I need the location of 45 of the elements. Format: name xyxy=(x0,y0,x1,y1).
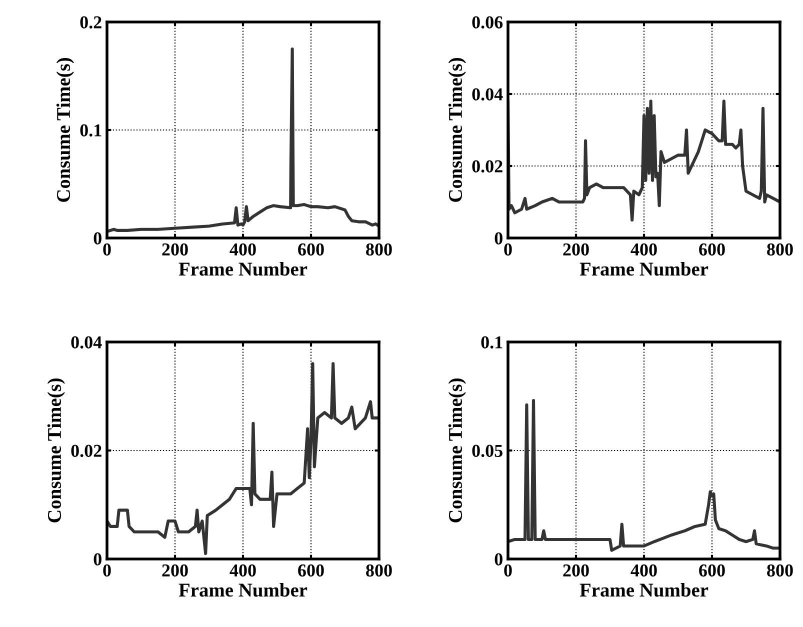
y-tick-label: 0.2 xyxy=(80,16,102,29)
y-axis-title: Consume Time(s) xyxy=(448,58,466,202)
y-tick-label: 0.04 xyxy=(71,336,102,349)
y-tick-label: 0.05 xyxy=(472,444,502,458)
line-series xyxy=(107,47,379,234)
x-axis-title: Frame Number xyxy=(580,262,708,276)
y-tick-label: 0 xyxy=(494,232,502,244)
x-axis-title: Frame Number xyxy=(178,583,308,597)
line-series xyxy=(508,100,780,222)
x-tick-label: 0 xyxy=(103,243,111,256)
y-axis-title: Consume Time(s) xyxy=(56,58,74,202)
x-tick-label: 400 xyxy=(630,564,657,577)
x-tick-label: 200 xyxy=(162,243,188,256)
x-tick-label: 800 xyxy=(767,243,793,256)
line-series xyxy=(107,362,379,556)
x-tick-label: 400 xyxy=(230,564,256,577)
y-tick-label: 0.1 xyxy=(481,336,502,349)
line-series xyxy=(508,399,780,552)
x-axis-title: Frame Number xyxy=(178,262,308,276)
x-tick-label: 600 xyxy=(699,564,725,577)
x-tick-label: 0 xyxy=(504,243,512,256)
x-tick-label: 400 xyxy=(230,243,256,256)
x-tick-label: 0 xyxy=(504,564,512,577)
y-tick-label: 0 xyxy=(94,553,102,566)
x-tick-label: 400 xyxy=(630,243,657,256)
x-tick-label: 800 xyxy=(366,243,392,256)
y-tick-label: 0 xyxy=(494,553,502,566)
y-axis-title: Consume Time(s) xyxy=(47,378,65,522)
y-axis-title: Consume Time(s) xyxy=(448,378,466,522)
x-tick-label: 200 xyxy=(563,243,589,256)
x-tick-label: 800 xyxy=(366,564,392,577)
x-tick-label: 0 xyxy=(103,564,111,577)
x-tick-label: 600 xyxy=(298,243,324,256)
x-axis-title: Frame Number xyxy=(580,583,708,597)
y-tick-label: 0.02 xyxy=(71,444,102,458)
y-tick-label: 0.1 xyxy=(80,124,102,137)
x-tick-label: 600 xyxy=(298,564,324,577)
x-tick-label: 200 xyxy=(162,564,188,577)
y-tick-label: 0.06 xyxy=(472,16,503,29)
x-tick-label: 800 xyxy=(767,564,793,577)
y-tick-label: 0 xyxy=(94,232,102,244)
y-tick-label: 0.02 xyxy=(472,160,502,173)
y-tick-label: 0.04 xyxy=(472,88,503,101)
x-tick-label: 600 xyxy=(699,243,725,256)
x-tick-label: 200 xyxy=(563,564,589,577)
